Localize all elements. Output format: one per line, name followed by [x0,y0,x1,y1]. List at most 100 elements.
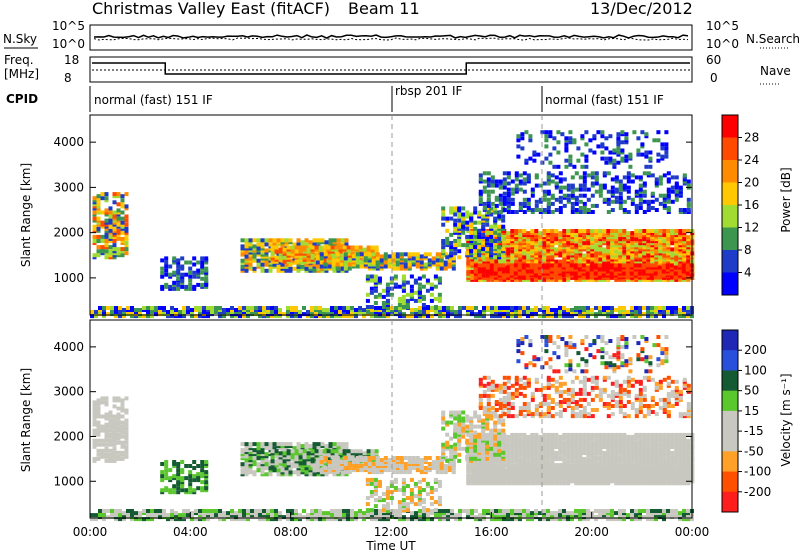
power-cell [391,258,396,263]
colorbar-swatch [722,272,738,296]
velocity-cell [358,511,362,516]
power-cell [573,265,578,270]
power-cell [610,253,615,258]
power-cell [501,234,506,239]
power-cell [570,259,575,264]
power-cell [656,138,661,143]
power-cell [546,255,551,260]
power-cell [196,260,201,265]
power-cell [592,134,597,139]
power-cell [624,154,629,159]
power-cell [334,310,338,314]
velocity-cell [546,513,550,518]
power-cell [274,255,279,260]
power-cell [626,189,631,194]
power-cell [375,252,380,257]
power-cell [566,183,571,188]
power-cell [681,271,686,276]
power-cell [96,253,101,258]
power-cell [570,275,575,280]
power-cell [110,306,114,310]
power-cell [417,286,422,291]
power-cell [497,245,502,250]
velocity-cell [470,511,474,516]
power-cell [618,201,623,206]
power-cell [176,276,181,281]
velocity-cell [98,509,102,513]
power-cell [682,237,687,242]
velocity-cell [120,424,125,429]
velocity-cell [266,509,270,513]
power-cell [546,231,551,236]
power-cell [541,265,546,270]
power-cell [176,258,181,263]
power-cell [238,314,242,319]
power-cell [530,208,535,212]
power-cell [669,265,674,270]
power-cell [582,210,587,214]
power-cell [116,216,121,221]
nsearch-label: N.Search [746,32,800,46]
power-cell [490,310,494,314]
velocity-cell [280,442,285,447]
power-cell [602,229,607,233]
power-cell [566,237,571,242]
power-cell [387,260,392,265]
power-cell [192,284,197,289]
power-cell [290,251,295,256]
power-cell [584,142,589,147]
power-cell [662,306,666,310]
power-cell [585,271,590,276]
power-cell [658,243,663,248]
velocity-cell [94,517,98,522]
velocity-cell [108,422,113,427]
velocity-cell [494,511,498,516]
power-cell [501,265,506,270]
power-cell [335,252,340,257]
power-cell [522,210,527,214]
power-cell [594,243,599,248]
power-cell [612,162,617,167]
power-cell [590,259,595,264]
colorbar-tick-label: 8 [744,243,752,257]
power-cell [486,197,491,202]
power-cell [586,243,591,248]
velocity-cell [562,511,566,516]
power-cell [538,237,543,242]
velocity-cell [598,509,602,513]
power-cell [582,179,587,184]
power-cell [604,160,609,165]
velocity-cell [270,513,274,518]
power-cell [510,243,515,248]
power-cell [188,286,193,291]
power-cell [449,232,454,237]
power-cell [421,303,426,307]
power-cell [654,243,659,248]
power-cell [389,292,394,297]
power-cell [395,260,400,265]
power-cell [546,229,551,233]
power-cell [268,264,273,269]
velocity-cell [120,420,125,425]
velocity-cell [562,509,566,513]
power-cell [387,254,392,259]
power-cell [422,312,426,317]
power-cell [315,260,320,265]
power-cell [678,253,683,258]
power-cell [453,212,458,217]
velocity-cell [486,509,490,513]
velocity-cell [160,478,165,483]
velocity-cell [674,513,678,518]
power-cell [164,264,169,269]
power-cell [96,220,101,225]
power-cell [638,235,643,240]
power-cell [300,242,305,247]
velocity-cell [450,509,454,513]
power-cell [120,204,125,209]
power-cell [670,231,675,236]
velocity-cell [442,517,446,522]
power-cell [610,259,615,264]
power-cell [614,189,619,194]
velocity-cell [96,442,101,447]
power-cell [544,134,549,139]
